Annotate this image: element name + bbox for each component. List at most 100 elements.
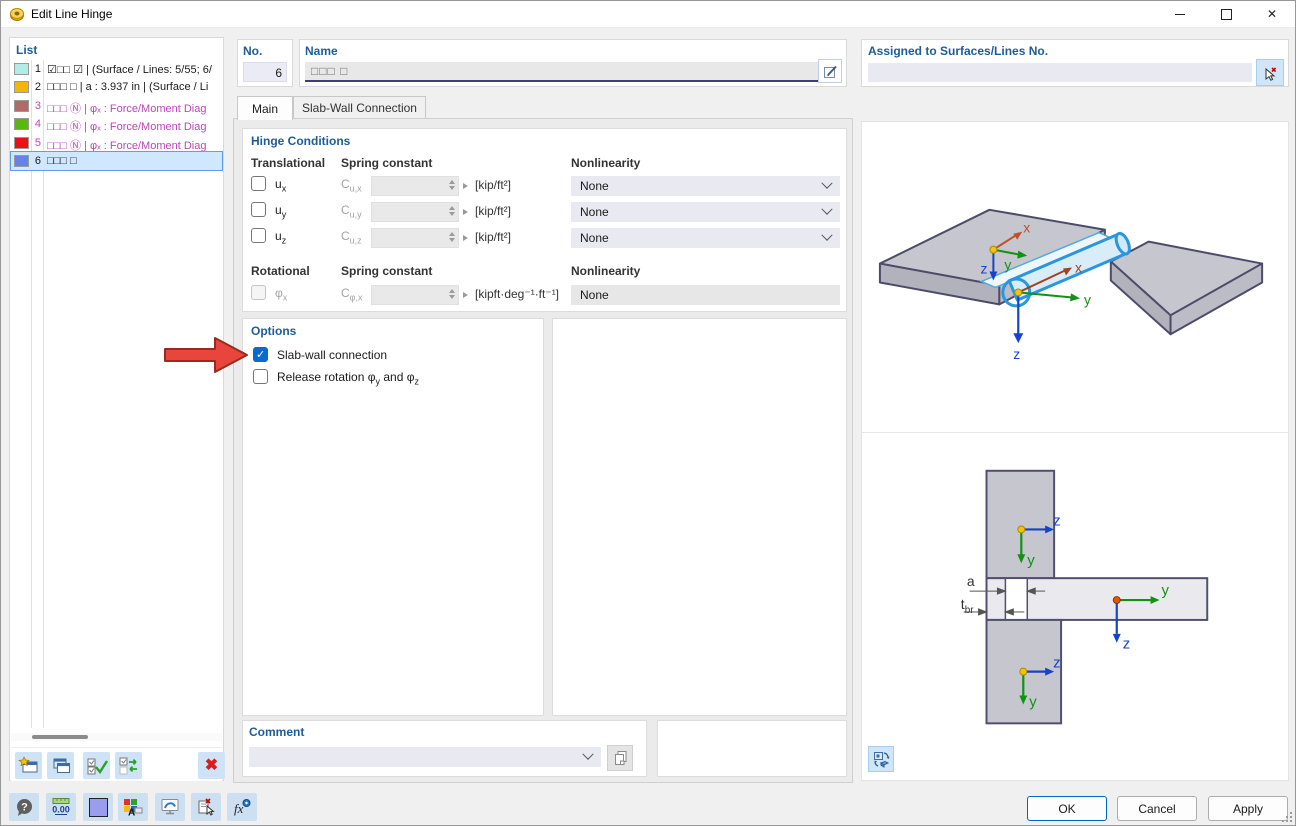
color-button[interactable]: [83, 793, 113, 821]
spinner-arrows-icon: [449, 206, 455, 216]
list-item[interactable]: 2 □□□ □ | a : 3.937 in | (Surface / Li: [11, 78, 222, 96]
help-button[interactable]: ?: [9, 793, 39, 821]
fx-label: fx: [234, 801, 244, 816]
maximize-button[interactable]: [1203, 1, 1249, 27]
unit-label: [kip/ft²]: [475, 204, 512, 218]
scrollbar-thumb[interactable]: [32, 735, 88, 739]
annotation-arrow: [164, 337, 248, 373]
nonlinearity-value: None: [580, 231, 609, 245]
display-options-button[interactable]: A: [118, 793, 148, 821]
axis-y-label: y: [1029, 694, 1037, 710]
ux-checkbox[interactable]: [251, 176, 266, 191]
pencil-icon: [823, 65, 837, 78]
upper-wall: [985, 469, 1056, 580]
units-icon: 0.00: [52, 798, 70, 815]
item-label: □□□ Ⓝ | φₓ : Force/Moment Diag: [47, 140, 207, 152]
name-panel: Name □□□ □: [299, 39, 847, 87]
delete-hinge-button[interactable]: ✖: [198, 752, 225, 779]
assigned-input[interactable]: [868, 63, 1252, 82]
color-swatch: [14, 100, 29, 112]
column-divider: [31, 60, 32, 728]
axis-z-label: z: [1123, 637, 1130, 653]
invert-selection-button[interactable]: [115, 752, 142, 779]
view-toggle-icon: [873, 751, 889, 768]
phix-label: φx: [275, 286, 288, 303]
document-cursor-icon: [198, 798, 215, 816]
copy-comment-button[interactable]: [607, 745, 633, 771]
list-scrollbar[interactable]: [11, 733, 222, 741]
function-button[interactable]: fx: [227, 793, 257, 821]
axis-z-label: z: [980, 261, 987, 277]
spring-constant-header: Spring constant: [341, 264, 433, 278]
list-toolbar: ✖: [11, 747, 225, 781]
release-rotation-checkbox[interactable]: [253, 369, 268, 384]
comment-group: Comment: [242, 720, 647, 777]
slab-wall-checkbox[interactable]: [253, 347, 268, 362]
copy-hinge-button[interactable]: [47, 752, 74, 779]
nonlinearity-value: None: [580, 179, 609, 193]
nonlinearity-value: None: [580, 205, 609, 219]
ok-button[interactable]: OK: [1027, 796, 1107, 821]
list-item[interactable]: 6 □□□ □: [10, 151, 223, 171]
phix-nonlinearity-select: None: [571, 285, 840, 305]
pick-delete-button[interactable]: [191, 793, 221, 821]
number-panel: No. 6: [237, 39, 293, 87]
uy-checkbox[interactable]: [251, 202, 266, 217]
dimension-br-label: br: [965, 605, 975, 616]
tab-main-label: Main: [251, 101, 278, 116]
unit-label: [kip/ft²]: [475, 230, 512, 244]
list-item[interactable]: 3 □□□ Ⓝ | φₓ : Force/Moment Diag: [11, 97, 222, 115]
close-button[interactable]: ✕: [1266, 7, 1278, 21]
detail-arrow-icon: [463, 235, 468, 241]
phix-checkbox: [251, 285, 266, 300]
list-item[interactable]: 4 □□□ Ⓝ | φₓ : Force/Moment Diag: [11, 115, 222, 133]
pick-objects-button[interactable]: [1256, 59, 1284, 86]
uz-checkbox[interactable]: [251, 228, 266, 243]
empty-group: [657, 720, 847, 777]
view-toggle-button[interactable]: [868, 746, 894, 772]
axis-y-label: y: [1027, 553, 1035, 569]
color-swatch: [14, 137, 29, 149]
hinge-row-uy: uy Cu,y [kip/ft²] None: [251, 202, 840, 224]
help-icon: ?: [16, 798, 32, 816]
uy-nonlinearity-select[interactable]: None: [571, 202, 840, 222]
select-all-button[interactable]: [83, 752, 110, 779]
hinge-3d-view: x y z x y z: [878, 208, 1264, 362]
graphics-divider: [862, 432, 1288, 433]
detail-arrow-icon: [463, 183, 468, 189]
units-button[interactable]: 0.00: [46, 793, 76, 821]
resize-grip[interactable]: [1282, 812, 1292, 822]
ux-label: ux: [275, 177, 287, 194]
titlebar: Edit Line Hinge ✕: [1, 1, 1295, 28]
minimize-button[interactable]: [1157, 1, 1203, 27]
uz-nonlinearity-select[interactable]: None: [571, 228, 840, 248]
list-panel: List 1 ☑□□ ☑ | (Surface / Lines: 5/55; 6/…: [9, 37, 225, 781]
tab-slab-wall-connection[interactable]: Slab-Wall Connection: [293, 96, 426, 119]
dimension-a-label: a: [967, 573, 975, 589]
hinge-conditions-group: Hinge Conditions Translational Spring co…: [242, 128, 847, 312]
spring-constant-label: Cu,x: [341, 177, 362, 194]
ux-nonlinearity-select[interactable]: None: [571, 176, 840, 196]
axis-y-label: y: [1162, 583, 1170, 599]
edit-name-button[interactable]: [818, 59, 842, 83]
slab-axes: x y z: [980, 220, 1030, 281]
new-hinge-button[interactable]: [15, 752, 42, 779]
list-item[interactable]: 1 ☑□□ ☑ | (Surface / Lines: 5/55; 6/: [11, 60, 222, 78]
name-input[interactable]: □□□ □: [305, 62, 818, 82]
axis-x-label: x: [1023, 220, 1030, 236]
spinner-arrows-icon: [449, 180, 455, 190]
hinge-row-ux: ux Cu,x [kip/ft²] None: [251, 176, 840, 198]
apply-button[interactable]: Apply: [1208, 796, 1288, 821]
cancel-button[interactable]: Cancel: [1117, 796, 1197, 821]
dimension-t-label: t: [961, 596, 965, 612]
tab-main[interactable]: Main: [237, 96, 293, 120]
screen-view-button[interactable]: [155, 793, 185, 821]
slab-axes: y z: [1112, 583, 1170, 653]
item-number: 3: [34, 100, 41, 112]
invert-selection-icon: [119, 757, 137, 774]
spinner-arrows-icon: [449, 289, 455, 299]
color-swatch: [14, 155, 29, 167]
comment-select[interactable]: [249, 747, 601, 767]
list-item[interactable]: 5 □□□ Ⓝ | φₓ : Force/Moment Diag: [11, 134, 222, 152]
